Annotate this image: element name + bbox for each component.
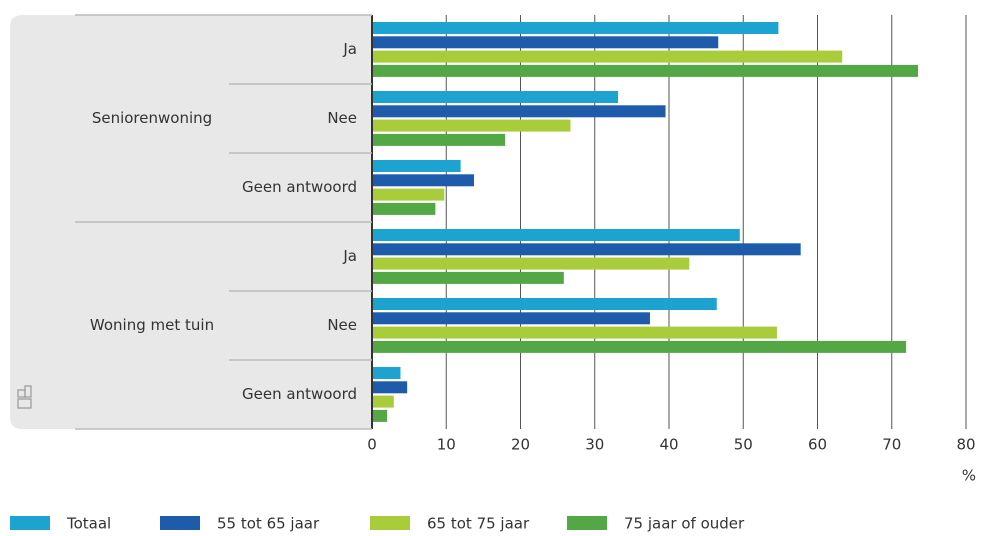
group-label: Seniorenwoning [92, 109, 212, 127]
x-axis-label: % [962, 467, 976, 485]
bar [373, 298, 717, 310]
category-label: Nee [327, 316, 357, 334]
x-tick-label: 40 [659, 436, 678, 454]
bar [373, 188, 445, 201]
bar [373, 381, 408, 394]
legend-label: 65 tot 75 jaar [427, 515, 530, 533]
bar [373, 326, 777, 339]
bar [373, 340, 907, 353]
legend-swatch [567, 516, 607, 530]
category-label: Geen antwoord [242, 385, 357, 403]
bar [373, 22, 779, 34]
legend-label: 55 tot 65 jaar [217, 515, 320, 533]
x-tick-label: 20 [511, 436, 530, 454]
bar [373, 50, 843, 63]
bar [373, 36, 719, 49]
bar [373, 312, 650, 325]
x-tick-label: 30 [585, 436, 604, 454]
bar [373, 367, 401, 379]
category-label: Ja [342, 40, 357, 58]
legend-swatch [160, 516, 200, 530]
x-tick-label: 70 [882, 436, 901, 454]
bar [373, 202, 436, 215]
category-label: Geen antwoord [242, 178, 357, 196]
legend-swatch [370, 516, 410, 530]
bar [373, 174, 474, 187]
legend-swatch [10, 516, 50, 530]
bar [373, 395, 394, 408]
bar [373, 160, 461, 172]
bar [373, 257, 690, 270]
legend-label: 75 jaar of ouder [624, 515, 745, 533]
legend-label: Totaal [66, 515, 111, 533]
group-label: Woning met tuin [90, 316, 214, 334]
bar [373, 91, 619, 103]
bar [373, 64, 918, 77]
bar [373, 229, 740, 241]
x-tick-label: 0 [367, 436, 377, 454]
x-tick-label: 80 [956, 436, 975, 454]
x-tick-label: 50 [734, 436, 753, 454]
bar [373, 133, 506, 146]
x-tick-label: 60 [808, 436, 827, 454]
category-label: Nee [327, 109, 357, 127]
bar [373, 105, 666, 118]
bar [373, 243, 801, 256]
x-tick-label: 10 [437, 436, 456, 454]
bar [373, 271, 564, 284]
category-label: Ja [342, 247, 357, 265]
logo [17, 385, 32, 409]
bar [373, 119, 571, 132]
bar [373, 409, 388, 422]
